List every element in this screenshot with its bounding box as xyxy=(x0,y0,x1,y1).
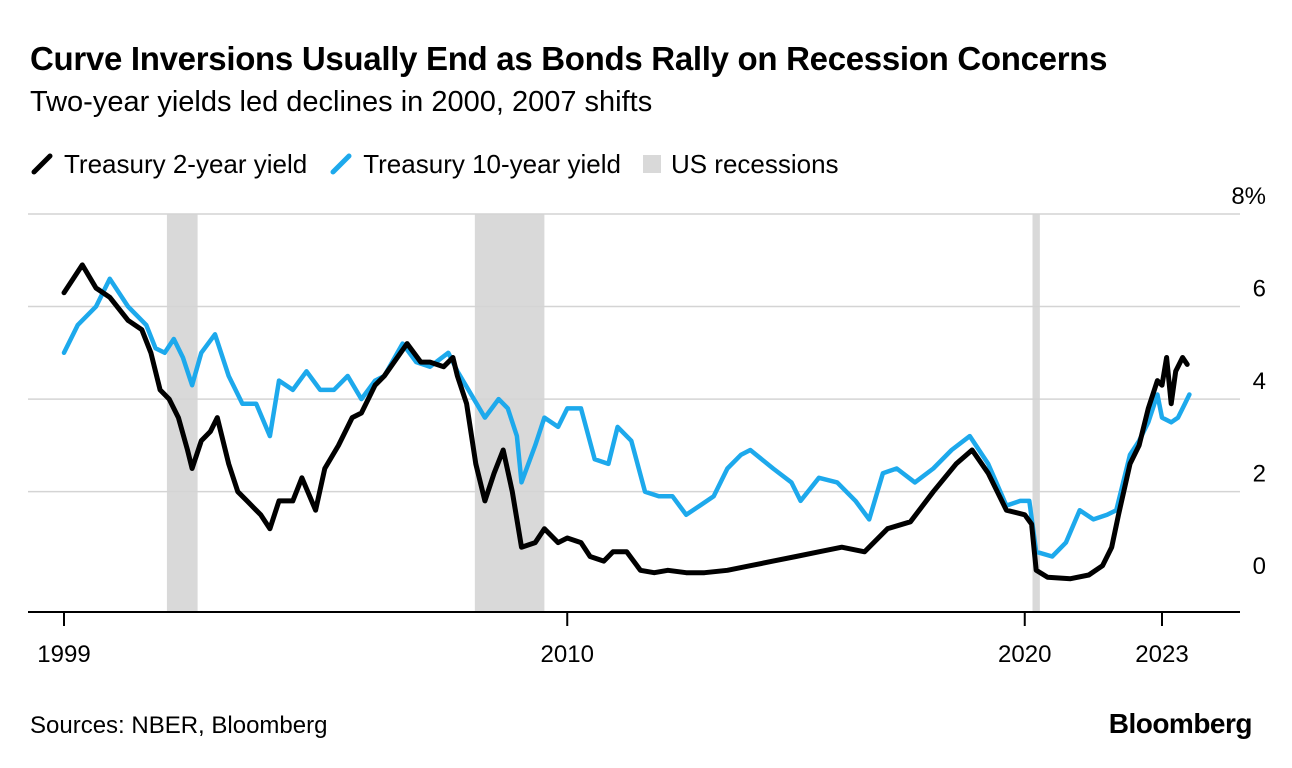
source-note: Sources: NBER, Bloomberg xyxy=(30,712,328,739)
legend-swatch-2yr xyxy=(31,153,53,175)
y-tick-label: 6 xyxy=(1253,276,1266,303)
line-chart: 0 2 4 6 8% 1999 2010 2020 2023 xyxy=(28,183,1266,668)
chart-subtitle: Two-year yields led declines in 2000, 20… xyxy=(30,86,653,118)
y-tick-label: 4 xyxy=(1253,368,1266,395)
y-tick-label: 2 xyxy=(1253,461,1266,488)
recession-band-3 xyxy=(1032,214,1040,612)
x-axis: 1999 2010 2020 2023 xyxy=(28,611,1240,668)
legend-item-2yr: Treasury 2-year yield xyxy=(30,149,307,180)
x-tick-label: 2010 xyxy=(541,641,594,668)
series-line-2yr xyxy=(61,262,1190,582)
bloomberg-logo: Bloomberg xyxy=(1108,708,1253,739)
legend-item-10yr: Treasury 10-year yield xyxy=(329,149,621,180)
series-line-10yr xyxy=(61,276,1192,559)
series-lines xyxy=(61,262,1192,582)
y-tick-label: 8% xyxy=(1231,183,1266,210)
legend-label-recessions: US recessions xyxy=(670,148,839,179)
recession-band-1 xyxy=(166,214,198,612)
y-axis: 0 2 4 6 8% xyxy=(1231,183,1266,580)
x-tick-label: 1999 xyxy=(37,641,90,668)
gridlines xyxy=(28,213,1240,493)
recession-bands xyxy=(166,214,1040,612)
legend: Treasury 2-year yield Treasury 10-year y… xyxy=(30,148,861,180)
legend-swatch-recessions xyxy=(642,155,661,173)
x-tick-label: 2020 xyxy=(998,641,1051,668)
legend-label-10yr: Treasury 10-year yield xyxy=(363,148,621,179)
y-tick-label: 0 xyxy=(1253,553,1266,580)
legend-swatch-10yr xyxy=(330,153,352,175)
x-tick-label: 2023 xyxy=(1135,641,1188,668)
legend-item-recessions: US recessions xyxy=(642,148,839,180)
legend-label-2yr: Treasury 2-year yield xyxy=(64,148,308,179)
chart-title: Curve Inversions Usually End as Bonds Ra… xyxy=(30,40,1108,77)
